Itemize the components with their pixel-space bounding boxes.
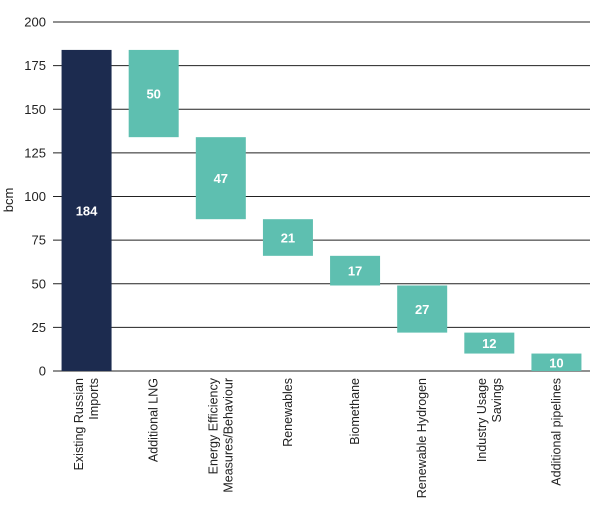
value-label: 50	[146, 87, 160, 102]
y-tick-label: 125	[24, 145, 46, 160]
value-labels: 184 50 47 21 17 27 12 10	[76, 87, 564, 371]
y-tick-label: 50	[32, 276, 46, 291]
category-label-line: Renewables	[281, 378, 295, 447]
bars	[61, 49, 582, 372]
y-tick-label: 200	[24, 15, 46, 30]
bar-step	[531, 353, 582, 371]
category-label: Renewable Hydrogen	[415, 378, 429, 498]
y-tick-label: 0	[39, 364, 46, 379]
category-label-line: Biomethane	[348, 378, 362, 445]
category-label-line: Energy Efficiency	[206, 377, 220, 474]
bar-step	[262, 219, 313, 256]
category-label-line: Savings	[490, 378, 504, 422]
y-tick-label: 100	[24, 189, 46, 204]
bar-step	[128, 49, 179, 138]
value-label: 21	[281, 231, 295, 246]
category-label: Additional LNG	[147, 378, 161, 462]
category-label: Renewables	[281, 378, 295, 447]
y-tick-label: 25	[32, 320, 46, 335]
category-label: Additional pipelines	[549, 378, 563, 486]
category-label: Energy Efficiency Measures/Behaviour	[206, 377, 235, 492]
category-labels: Existing Russian Imports Additional LNG Ene…	[72, 377, 563, 498]
category-label: Existing Russian Imports	[72, 378, 101, 470]
category-label: Industry Usage Savings	[475, 378, 504, 462]
category-label: Biomethane	[348, 378, 362, 445]
bar-step	[464, 332, 515, 354]
y-tick-label: 150	[24, 102, 46, 117]
bar-step	[397, 285, 448, 333]
category-label-line: Renewable Hydrogen	[415, 378, 429, 498]
value-label: 17	[348, 264, 362, 279]
y-tick-label: 75	[32, 233, 46, 248]
y-axis-label: bcm	[1, 188, 16, 213]
category-label-line: Existing Russian	[72, 378, 86, 470]
bar-step	[195, 137, 246, 220]
category-label-line: Measures/Behaviour	[221, 378, 235, 493]
value-label: 12	[482, 336, 496, 351]
y-tick-label: 175	[24, 58, 46, 73]
value-label: 10	[549, 355, 563, 370]
category-label-line: Additional LNG	[147, 378, 161, 462]
y-axis-ticks: 0 25 50 75 100 125 150 175 200	[24, 15, 46, 379]
bar-total	[61, 49, 112, 372]
value-label: 184	[76, 203, 98, 218]
value-label: 27	[415, 302, 429, 317]
value-label: 47	[214, 171, 228, 186]
bar-step	[330, 255, 381, 286]
category-label-line: Additional pipelines	[549, 378, 563, 486]
category-label-line: Imports	[87, 378, 101, 420]
category-label-line: Industry Usage	[475, 378, 489, 462]
